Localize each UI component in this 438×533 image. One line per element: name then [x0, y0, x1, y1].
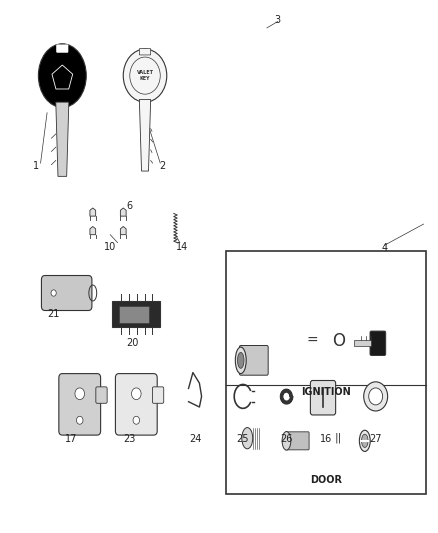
- Ellipse shape: [369, 388, 383, 405]
- FancyBboxPatch shape: [139, 49, 151, 55]
- Text: 23: 23: [124, 434, 136, 444]
- Text: 3: 3: [275, 15, 281, 25]
- Text: DOOR: DOOR: [310, 475, 342, 485]
- Polygon shape: [56, 102, 69, 176]
- Ellipse shape: [123, 49, 167, 102]
- Text: IGNITION: IGNITION: [301, 387, 350, 397]
- FancyBboxPatch shape: [226, 251, 426, 495]
- Text: ||: ||: [335, 433, 343, 443]
- Text: VALET
KEY: VALET KEY: [137, 70, 153, 81]
- Text: 27: 27: [369, 434, 382, 444]
- Text: 25: 25: [237, 434, 249, 444]
- FancyBboxPatch shape: [57, 45, 68, 52]
- FancyBboxPatch shape: [240, 345, 268, 375]
- Text: 26: 26: [280, 434, 293, 444]
- Ellipse shape: [51, 290, 56, 296]
- FancyBboxPatch shape: [96, 387, 107, 403]
- Ellipse shape: [364, 382, 388, 411]
- Ellipse shape: [361, 434, 368, 448]
- FancyBboxPatch shape: [119, 306, 149, 322]
- Text: 24: 24: [189, 434, 201, 444]
- Ellipse shape: [282, 432, 291, 450]
- FancyBboxPatch shape: [286, 432, 309, 450]
- Text: O: O: [332, 332, 345, 350]
- Text: 4: 4: [381, 243, 388, 253]
- Polygon shape: [120, 208, 126, 216]
- FancyBboxPatch shape: [113, 301, 160, 327]
- Text: 6: 6: [127, 201, 133, 211]
- Text: 20: 20: [126, 338, 138, 349]
- Polygon shape: [90, 227, 95, 235]
- FancyBboxPatch shape: [354, 340, 371, 346]
- Text: 17: 17: [65, 434, 77, 444]
- Polygon shape: [90, 208, 95, 216]
- Text: =: =: [307, 334, 318, 348]
- Polygon shape: [120, 227, 126, 235]
- FancyBboxPatch shape: [42, 276, 92, 311]
- Ellipse shape: [133, 416, 140, 424]
- Ellipse shape: [77, 416, 83, 424]
- Polygon shape: [139, 100, 151, 171]
- FancyBboxPatch shape: [59, 374, 101, 435]
- Ellipse shape: [359, 430, 370, 451]
- Ellipse shape: [39, 44, 86, 108]
- Ellipse shape: [237, 352, 244, 368]
- Ellipse shape: [235, 347, 246, 374]
- Ellipse shape: [75, 388, 85, 400]
- Text: 2: 2: [159, 161, 166, 171]
- Text: 21: 21: [47, 309, 60, 319]
- Ellipse shape: [131, 388, 141, 400]
- FancyBboxPatch shape: [152, 387, 164, 403]
- Text: 16: 16: [319, 434, 332, 444]
- FancyBboxPatch shape: [116, 374, 157, 435]
- FancyBboxPatch shape: [311, 381, 336, 415]
- Ellipse shape: [242, 427, 253, 449]
- Text: 14: 14: [176, 242, 188, 252]
- FancyBboxPatch shape: [370, 331, 386, 356]
- Text: 10: 10: [104, 242, 117, 252]
- Text: 1: 1: [33, 161, 39, 171]
